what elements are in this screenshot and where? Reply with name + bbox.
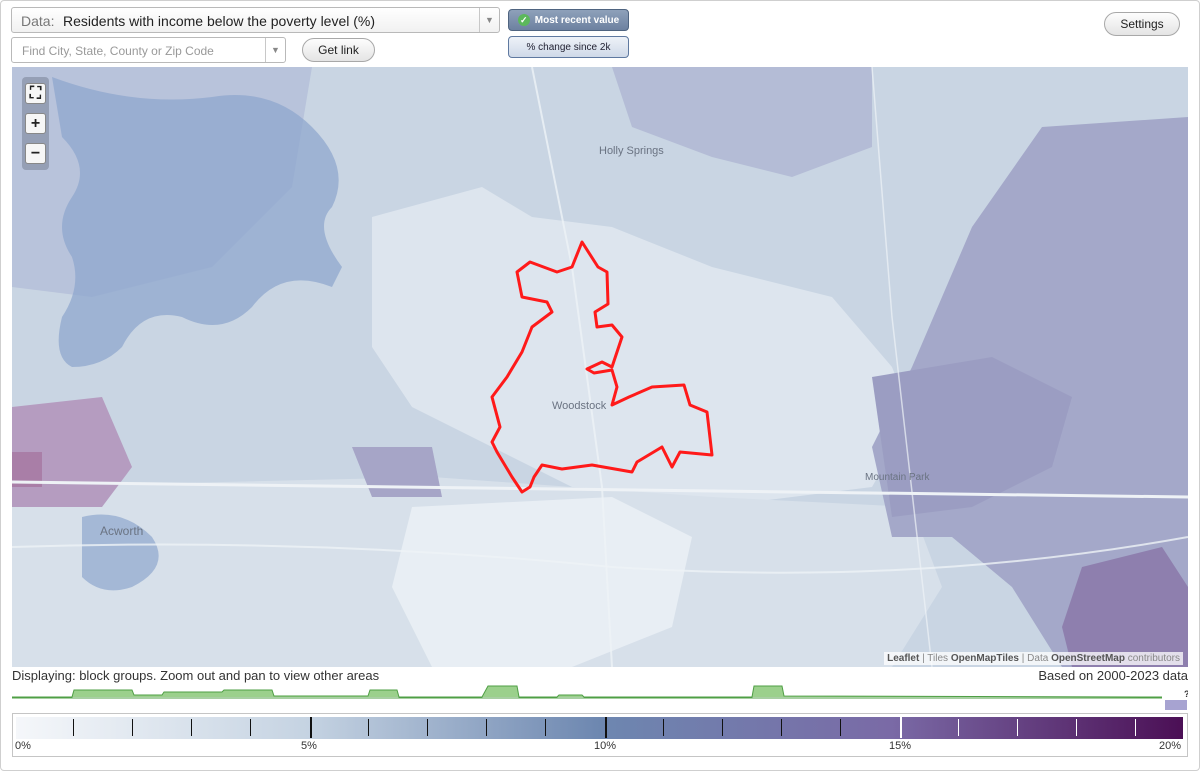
woodstock-boundary	[490, 240, 714, 494]
fullscreen-icon[interactable]: ⛶	[25, 83, 46, 104]
legend-tick-major	[310, 717, 312, 738]
legend-label-20: 20%	[1159, 740, 1182, 752]
legend-tick	[73, 719, 74, 736]
leaflet-link[interactable]: Leaflet	[887, 653, 920, 664]
map-zoom-controls: ⛶ + −	[22, 77, 49, 170]
based-on-note: Based on 2000-2023 data	[1038, 668, 1188, 683]
legend-label-15: 15%	[889, 740, 912, 752]
color-legend[interactable]: 0% 5% 10% 15% 20%	[12, 713, 1188, 757]
distribution-histogram: ?	[12, 685, 1188, 710]
legend-tick	[368, 719, 369, 736]
data-select-value: Residents with income below the poverty …	[63, 13, 376, 29]
get-link-button[interactable]: Get link	[302, 38, 375, 62]
attrib-sep1: | Tiles	[919, 653, 951, 664]
zoom-out-button[interactable]: −	[25, 143, 46, 164]
legend-tick	[486, 719, 487, 736]
legend-tick	[1076, 719, 1077, 736]
legend-tick	[250, 719, 251, 736]
checkmark-icon: ✓	[517, 14, 530, 26]
zoom-in-button[interactable]: +	[25, 113, 46, 134]
legend-label-0: 0%	[15, 740, 31, 752]
legend-label-5: 5%	[301, 740, 317, 752]
most-recent-value-toggle[interactable]: ✓ Most recent value	[508, 9, 629, 31]
openmaptiles-link[interactable]: OpenMapTiles	[950, 653, 1019, 664]
legend-tick	[840, 719, 841, 736]
openstreetmap-link[interactable]: OpenStreetMap	[1051, 653, 1125, 664]
legend-tick-major	[605, 717, 607, 738]
label-mountain-park: Mountain Park	[865, 472, 930, 483]
chevron-down-icon[interactable]: ▼	[265, 38, 285, 62]
legend-tick	[1017, 719, 1018, 736]
legend-gradient	[16, 717, 1183, 739]
most-recent-label: Most recent value	[534, 14, 620, 26]
pct-change-label: % change since 2k	[526, 41, 611, 53]
unknown-marker: ?	[1184, 689, 1188, 699]
legend-tick	[191, 719, 192, 736]
settings-button[interactable]: Settings	[1104, 12, 1180, 36]
legend-tick	[132, 719, 133, 736]
legend-tick-major	[900, 717, 902, 738]
choropleth-map[interactable]: ⛶ + − Holly Springs Woodstock Acworth Mo…	[12, 67, 1188, 667]
map-attribution: Leaflet | Tiles OpenMapTiles | Data Open…	[884, 652, 1183, 665]
legend-tick	[663, 719, 664, 736]
legend-tick	[781, 719, 782, 736]
legend-tick	[722, 719, 723, 736]
legend-tick	[1135, 719, 1136, 736]
label-woodstock: Woodstock	[552, 400, 607, 412]
data-select-prefix: Data:	[21, 13, 55, 29]
attrib-sep2: | Data	[1019, 653, 1052, 664]
attrib-tail: contributors	[1124, 653, 1180, 664]
legend-label-10: 10%	[594, 740, 617, 752]
label-acworth: Acworth	[100, 524, 144, 538]
location-search-input[interactable]	[20, 42, 264, 60]
legend-tick	[958, 719, 959, 736]
displaying-note: Displaying: block groups. Zoom out and p…	[12, 668, 380, 683]
legend-tick	[427, 719, 428, 736]
pct-change-toggle[interactable]: % change since 2k	[508, 36, 629, 58]
label-holly-springs: Holly Springs	[599, 145, 664, 157]
map-canvas	[12, 67, 1188, 667]
chevron-down-icon[interactable]: ▼	[479, 8, 499, 32]
location-search[interactable]: ▼	[11, 37, 286, 63]
legend-tick	[545, 719, 546, 736]
data-variable-select[interactable]: Data: Residents with income below the po…	[11, 7, 500, 33]
